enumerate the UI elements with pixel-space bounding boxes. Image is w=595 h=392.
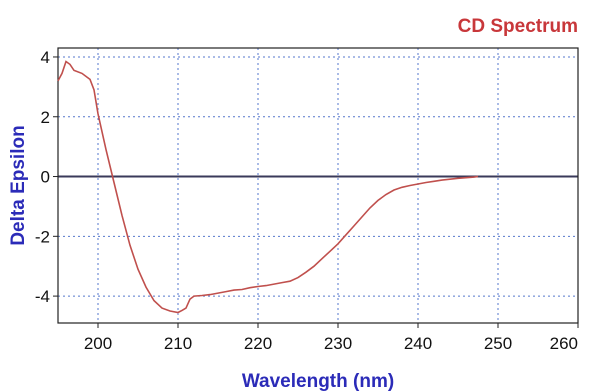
series-line — [57, 60, 479, 314]
y-tick-label: 0 — [41, 168, 50, 187]
x-axis-title: Wavelength (nm) — [242, 371, 394, 392]
chart-title: CD Spectrum — [458, 16, 578, 37]
x-tick-label: 200 — [84, 334, 112, 353]
y-tick-label: 4 — [41, 48, 50, 67]
x-tick-label: 240 — [404, 334, 432, 353]
axis-ticks — [53, 56, 579, 328]
tick-labels: 200 210 220 230 240 250 260 4 2 0 -2 -4 — [35, 48, 578, 353]
x-tick-label: 250 — [484, 334, 512, 353]
y-tick-label: -4 — [35, 287, 50, 306]
x-tick-label: 210 — [164, 334, 192, 353]
grid-lines — [58, 48, 578, 323]
x-tick-label: 260 — [550, 334, 578, 353]
x-tick-label: 220 — [244, 334, 272, 353]
y-axis-title: Delta Epsilon — [8, 125, 29, 245]
plot-frame — [57, 47, 579, 324]
x-tick-label: 230 — [324, 334, 352, 353]
y-tick-label: -2 — [35, 227, 50, 246]
y-tick-label: 2 — [41, 108, 50, 127]
